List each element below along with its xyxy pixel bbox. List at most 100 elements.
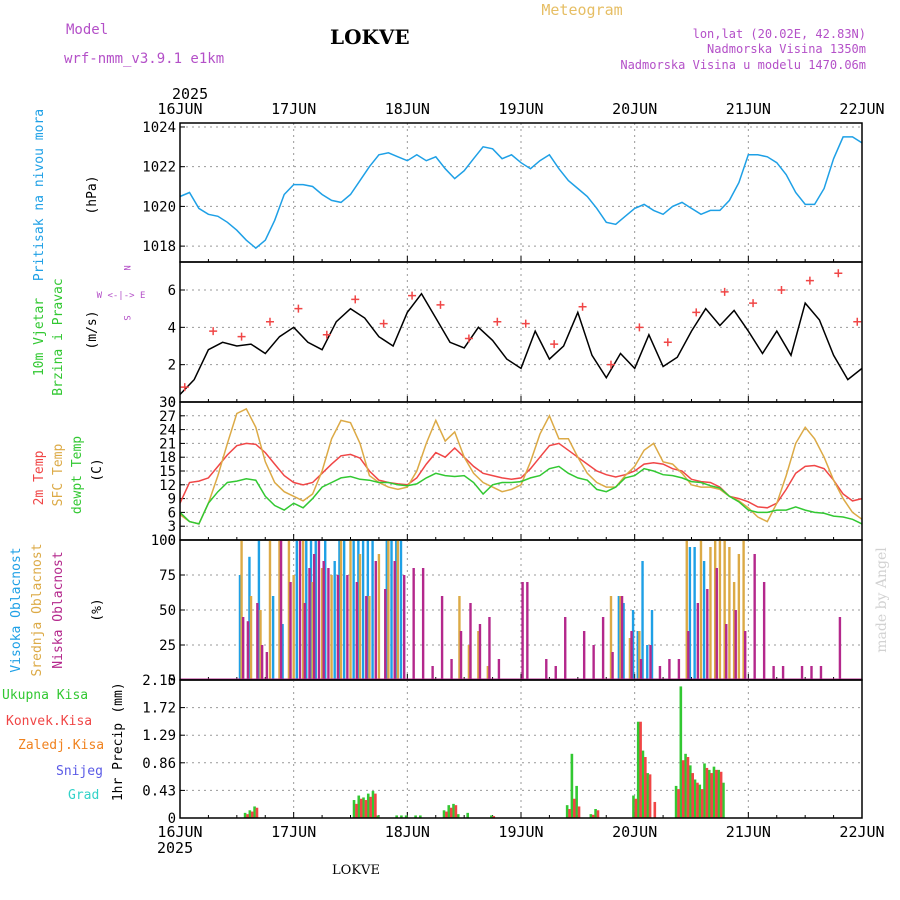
bottom-date-label: 18JUN (385, 823, 430, 841)
series-line-dewpt-temp (179, 465, 863, 525)
bar-srednja-oblacnost (723, 540, 726, 680)
y-tick-label: 0 (168, 395, 176, 411)
bar-niska-oblacnost (810, 666, 813, 680)
gust-marker (720, 287, 729, 296)
panel-cloud_cover: 0 25 50 75 100 (151, 533, 863, 689)
cloud-ylabel-low: Niska Oblacnost (51, 551, 66, 668)
gust-marker (464, 334, 473, 343)
bar-konvek-kisa (364, 800, 368, 818)
panel-pressure: 1018 1020 1022 1024 (142, 120, 863, 263)
bar-niska-oblacnost (838, 617, 842, 680)
bar-niska-oblacnost (800, 666, 804, 680)
series-line-2m-temp (179, 442, 863, 509)
bar-ukupna-kisa (674, 785, 678, 818)
bar-ukupna-kisa (712, 766, 716, 818)
bar-ukupna-kisa (703, 763, 706, 818)
bar-visoka-oblacnost (271, 596, 275, 680)
bar-niska-oblacnost (421, 568, 425, 680)
bar-visoka-oblacnost (650, 610, 654, 680)
bar-konvek-kisa (596, 810, 600, 818)
temp-ylabel-dewpt: dewpt Temp (70, 436, 85, 514)
gust-marker (294, 304, 303, 313)
bar-niska-oblacnost (743, 631, 747, 680)
bar-ukupna-kisa (632, 795, 635, 818)
bottom-date-label: 20JUN (612, 823, 657, 841)
gust-marker (521, 319, 530, 328)
gust-marker (663, 338, 672, 347)
bar-visoka-oblacnost (622, 603, 625, 680)
bar-srednja-oblacnost (477, 631, 480, 680)
bar-konvek-kisa (374, 793, 377, 818)
bar-visoka-oblacnost (352, 540, 355, 680)
top-date-label: 18JUN (385, 100, 430, 118)
bar-ukupna-kisa (400, 815, 403, 818)
bar-niska-oblacnost (526, 582, 529, 680)
bar-ukupna-kisa (362, 797, 365, 818)
bar-niska-oblacnost (459, 631, 463, 680)
precip-legend-conv: Konvek.Kisa (6, 714, 92, 729)
bar-ukupna-kisa (357, 795, 361, 818)
gust-marker (834, 269, 843, 278)
y-tick-label: 6 (168, 505, 176, 521)
bar-visoka-oblacnost (395, 540, 398, 680)
panel-frame (179, 679, 863, 819)
bar-niska-oblacnost (819, 666, 823, 680)
bar-visoka-oblacnost (693, 547, 696, 680)
bottom-year-label: 2025 (157, 839, 193, 857)
bar-niska-oblacnost (715, 568, 718, 680)
y-tick-label: 0 (168, 533, 176, 549)
bar-visoka-oblacnost (617, 596, 621, 680)
gust-marker (578, 302, 587, 311)
bar-niska-oblacnost (402, 575, 406, 680)
panel-frame (179, 122, 863, 263)
bar-konvek-kisa (255, 807, 259, 818)
pressure-unit: (hPa) (85, 175, 100, 214)
gust-marker (322, 330, 331, 339)
bar-konvek-kisa (648, 774, 652, 818)
bar-niska-oblacnost (303, 603, 306, 680)
bar-niska-oblacnost (298, 540, 302, 680)
bar-niska-oblacnost (772, 666, 775, 680)
bar-niska-oblacnost (582, 631, 586, 680)
gust-marker (180, 383, 189, 392)
y-tick-label: 50 (159, 603, 176, 619)
bar-ukupna-kisa (589, 814, 593, 818)
bar-srednja-oblacnost (609, 596, 613, 680)
gust-marker (351, 295, 360, 304)
bar-niska-oblacnost (753, 554, 756, 680)
gust-marker (550, 340, 559, 349)
bar-konvek-kisa (369, 796, 372, 818)
bar-konvek-kisa (681, 760, 685, 818)
bar-konvek-kisa (568, 809, 571, 818)
bar-niska-oblacnost (317, 540, 321, 680)
y-tick-label: 6 (168, 283, 176, 299)
y-tick-label: 1022 (142, 160, 176, 176)
gust-marker (853, 317, 862, 326)
top-date-label: 20JUN (612, 100, 657, 118)
bar-srednja-oblacnost (685, 540, 688, 680)
bar-niska-oblacnost (488, 617, 491, 680)
bar-ukupna-kisa (395, 815, 398, 818)
temp-unit: (C) (90, 458, 105, 481)
bar-konvek-kisa (719, 771, 723, 818)
bar-niska-oblacnost (279, 540, 283, 680)
model-altitude: Nadmorska Visina u modelu 1470.06m (620, 58, 866, 72)
bar-visoka-oblacnost (361, 540, 365, 680)
top-date-label: 16JUN (157, 100, 202, 118)
bar-srednja-oblacnost (619, 596, 622, 680)
y-tick-label: 12 (159, 478, 176, 494)
y-tick-label: 15 (159, 464, 176, 480)
y-tick-label: 4 (168, 320, 176, 336)
precip-legend-total: Ukupna Kisa (2, 688, 88, 703)
bar-ukupna-kisa (722, 782, 725, 818)
y-tick-label: 27 (159, 409, 176, 425)
bar-niska-oblacnost (564, 617, 567, 680)
bar-ukupna-kisa (419, 815, 422, 818)
bar-srednja-oblacnost (368, 596, 371, 680)
y-tick-label: 18 (159, 450, 176, 466)
bar-srednja-oblacnost (292, 575, 295, 680)
gust-marker (265, 317, 274, 326)
bar-srednja-oblacnost (713, 540, 717, 680)
bar-ukupna-kisa (456, 814, 460, 818)
